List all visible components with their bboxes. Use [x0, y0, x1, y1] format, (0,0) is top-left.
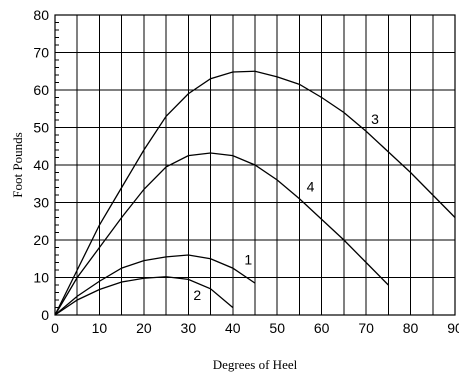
x-tick-label: 20: [136, 320, 152, 336]
curves: [54, 70, 456, 316]
y-tick-label: 20: [33, 232, 49, 248]
curve-label-3: 3: [371, 111, 379, 127]
curve-labels: 1 2 3 4: [193, 111, 379, 303]
y-tick-label: 60: [33, 82, 49, 98]
curve-label-2: 2: [193, 287, 201, 303]
curve-1: [54, 254, 256, 316]
y-tick-label: 10: [33, 270, 49, 286]
y-tick-label: 0: [41, 307, 49, 323]
x-tick-label: 40: [225, 320, 241, 336]
curve-label-1: 1: [244, 251, 252, 267]
x-tick-label: 0: [51, 320, 59, 336]
x-tick-label: 90: [447, 320, 459, 336]
y-tick-labels: 0 10 20 30 40 50 60 70 80: [33, 7, 49, 323]
y-tick-label: 80: [33, 7, 49, 23]
x-tick-label: 50: [269, 320, 285, 336]
y-tick-label: 50: [33, 120, 49, 136]
y-axis-title: Foot Pounds: [10, 132, 25, 197]
y-tick-label: 30: [33, 195, 49, 211]
curve-4: [54, 152, 389, 316]
x-tick-label: 80: [403, 320, 419, 336]
x-tick-labels: 0 10 20 30 40 50 60 70 80 90: [51, 320, 459, 336]
curve-3: [54, 70, 456, 316]
y-tick-label: 40: [33, 157, 49, 173]
x-axis-title: Degrees of Heel: [213, 357, 298, 372]
y-tick-label: 70: [33, 45, 49, 61]
grid: [55, 15, 455, 315]
x-tick-label: 70: [358, 320, 374, 336]
curve-2: [54, 276, 234, 316]
x-tick-label: 60: [314, 320, 330, 336]
curve-label-4: 4: [307, 178, 315, 194]
x-tick-label: 30: [181, 320, 197, 336]
plot-frame: [54, 14, 456, 316]
x-tick-label: 10: [92, 320, 108, 336]
